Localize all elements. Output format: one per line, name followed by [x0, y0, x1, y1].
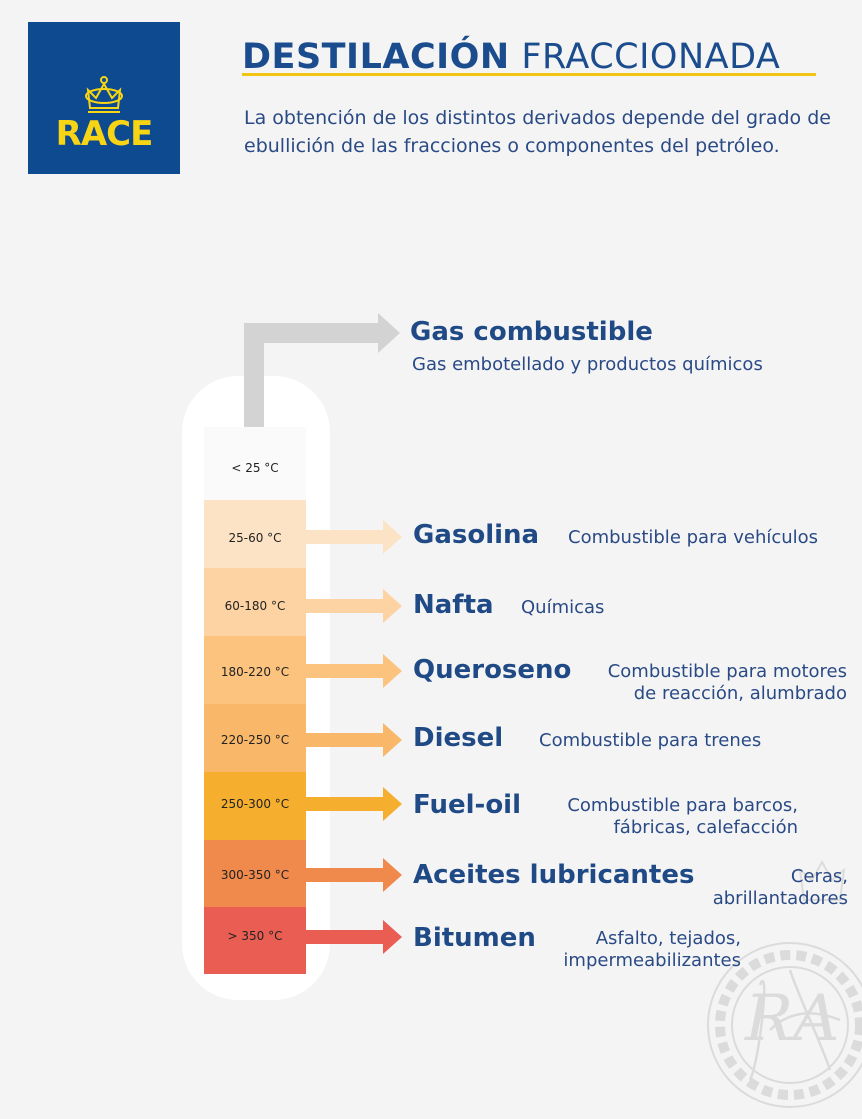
product-name-bitumen: Bitumen — [413, 923, 536, 953]
product-name-gas: Gas combustible — [410, 317, 653, 347]
temp-label-2: 60-180 °C — [224, 599, 286, 613]
product-desc-diesel: Combustible para trenes — [539, 730, 762, 751]
page-title: DESTILACIÓN FRACCIONADA — [242, 36, 780, 78]
fraction-arrow-3 — [306, 654, 402, 688]
temp-label-6: 300-350 °C — [220, 868, 290, 882]
product-name-queroseno: Queroseno — [413, 655, 572, 685]
svg-text:RA: RA — [744, 982, 839, 1056]
fraction-arrow-2 — [306, 589, 402, 623]
fraction-band-6 — [204, 840, 306, 907]
crown-icon — [85, 76, 123, 113]
intro-text: La obtención de los distintos derivados … — [244, 107, 831, 157]
product-name-aceites: Aceites lubricantes — [413, 860, 695, 890]
fraction-band-5 — [204, 772, 306, 840]
product-desc-nafta: Químicas — [521, 597, 605, 618]
fraction-band-4 — [204, 704, 306, 772]
fraction-arrow-4 — [306, 723, 402, 757]
product-name-nafta: Nafta — [413, 590, 494, 620]
temp-label-3: 180-220 °C — [220, 665, 290, 679]
fraction-arrow-5 — [306, 787, 402, 821]
fraction-band-0 — [204, 427, 306, 500]
fraction-arrows — [306, 520, 402, 954]
fraction-band-7 — [204, 907, 306, 974]
fraction-arrow-6 — [306, 858, 402, 892]
rac-seal-watermark: RA — [707, 859, 862, 1108]
fraction-band-2 — [204, 568, 306, 636]
fraction-band-3 — [204, 636, 306, 704]
product-desc-bitumen: Asfalto, tejados, impermeabilizantes — [563, 928, 741, 971]
temp-label-0: < 25 °C — [231, 461, 279, 475]
product-desc-gas: Gas embotellado y productos químicos — [412, 354, 763, 375]
product-name-diesel: Diesel — [413, 723, 504, 753]
product-desc-gasolina: Combustible para vehículos — [568, 527, 819, 548]
product-name-fuel-oil: Fuel-oil — [413, 790, 521, 820]
logo-text: RACE — [55, 114, 154, 154]
fraction-arrow-7 — [306, 920, 402, 954]
title-bold: DESTILACIÓN — [242, 37, 510, 77]
fraction-bands — [204, 427, 306, 974]
product-desc-aceites: Ceras, abrillantadores — [712, 866, 848, 909]
product-name-gasolina: Gasolina — [413, 520, 540, 550]
fraction-arrow-1 — [306, 520, 402, 554]
temp-label-4: 220-250 °C — [220, 733, 290, 747]
fraction-band-1 — [204, 500, 306, 568]
race-logo: RACE — [28, 22, 180, 174]
product-desc-fuel-oil: Combustible para barcos, fábricas, calef… — [567, 795, 798, 838]
title-underline — [242, 73, 816, 76]
title-light: FRACCIONADA — [521, 37, 781, 77]
temp-label-5: 250-300 °C — [220, 797, 290, 811]
gas-pipe — [244, 313, 400, 433]
temp-label-1: 25-60 °C — [228, 531, 282, 545]
temp-label-7: > 350 °C — [227, 929, 283, 943]
product-desc-queroseno: Combustible para motores de reacción, al… — [607, 661, 847, 704]
